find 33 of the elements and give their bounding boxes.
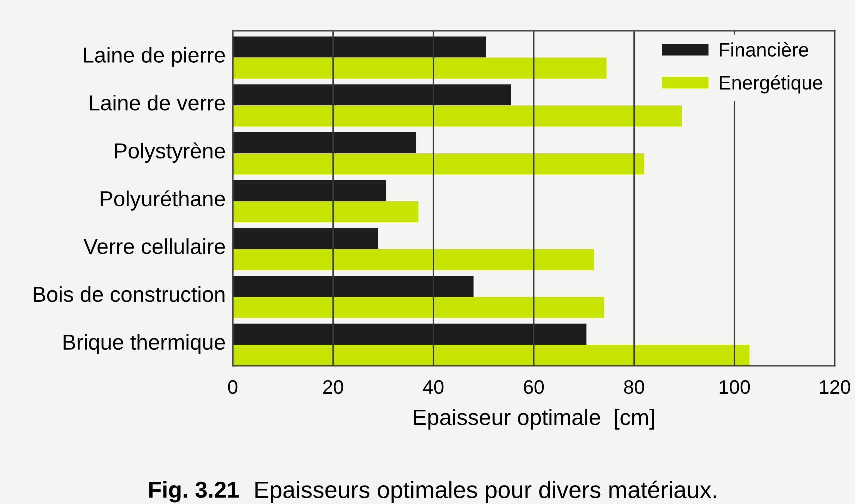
x-tick-label: 60 <box>524 380 544 394</box>
x-tick-label: 40 <box>423 380 444 394</box>
bar <box>233 201 419 222</box>
bar <box>233 58 607 79</box>
y-tick-label: Bois de construction <box>34 286 225 302</box>
x-tick-label: 100 <box>720 380 750 394</box>
x-tick-label: 0 <box>228 380 238 394</box>
y-tick-label: Brique thermique <box>64 334 226 354</box>
bar <box>233 344 750 366</box>
bar <box>233 132 416 154</box>
y-tick-label: Polystyrène <box>115 142 226 164</box>
caption: Fig. 3.21 <box>150 481 240 503</box>
x-tick-label: 80 <box>624 380 644 394</box>
bar <box>233 324 587 345</box>
legend-label: Energétique <box>720 75 822 94</box>
y-tick-label: Polyuréthane <box>100 190 226 211</box>
bar <box>233 228 378 250</box>
x-tick-label: 120 <box>820 380 850 394</box>
text: Epaisseurs optimales pour divers matériaux. <box>256 480 716 504</box>
y-tick-label: Verre cellulaire <box>84 238 226 254</box>
y-tick-label: Laine de verre <box>90 94 226 111</box>
bar <box>233 276 474 298</box>
legend-label: Financière <box>720 42 808 57</box>
bar <box>233 36 486 58</box>
x-tick-label: 20 <box>324 380 344 394</box>
x-axis-title: Epaisseur optimale [cm] <box>414 409 654 430</box>
y-tick-label: Laine de pierre <box>84 47 226 68</box>
bar <box>233 297 604 318</box>
bar <box>233 106 682 127</box>
bar <box>233 249 594 270</box>
bar <box>233 180 386 202</box>
bar <box>233 154 644 175</box>
bar <box>233 84 512 106</box>
